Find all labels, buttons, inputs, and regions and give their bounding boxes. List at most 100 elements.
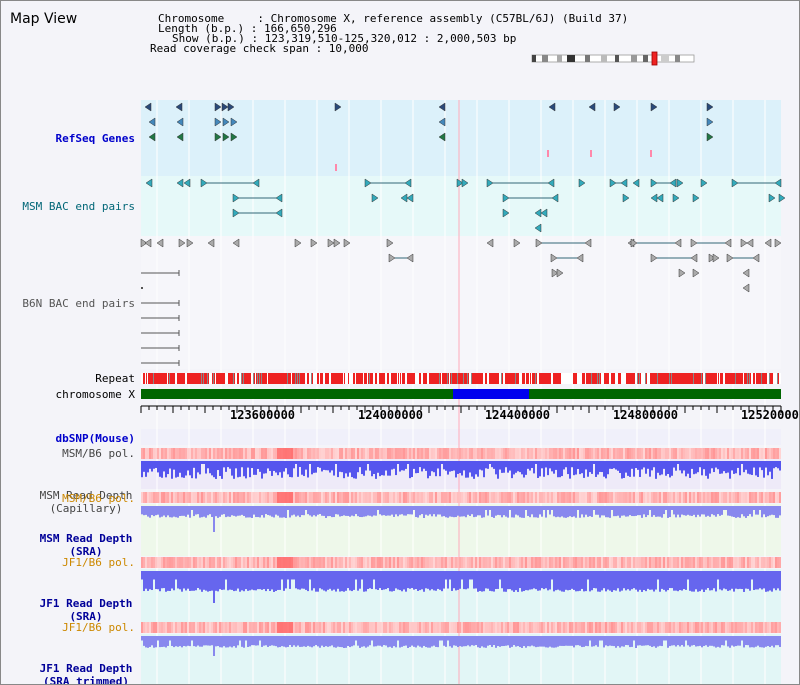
- track-label-dbsnp[interactable]: dbSNP(Mouse): [55, 432, 135, 445]
- jf1-b6-pol-heat-1: [141, 557, 781, 568]
- refseq-gene: [214, 117, 222, 127]
- msm-cap-depth-bars: [141, 461, 781, 479]
- chromosome-highlight: [453, 389, 529, 399]
- coverage-span-info: Read coverage check span : 10,000: [150, 42, 369, 55]
- refseq-gene: [227, 102, 235, 112]
- refseq-gene: [438, 132, 446, 142]
- refseq-gene: [175, 102, 183, 112]
- chromosome-position-marker: [651, 51, 658, 66]
- show-range-info: Show (b.p.) : 123,319,510-125,320,012 : …: [172, 32, 517, 45]
- refseq-gene: [650, 102, 658, 112]
- refseq-gene: [334, 102, 342, 112]
- msm-bac-end: [778, 193, 786, 203]
- msm-bac-end: [406, 193, 414, 203]
- axis-tick-label: 124800000: [613, 408, 679, 422]
- length-info: Length (b.p.) : 166,650,296: [158, 22, 337, 35]
- track-label-msm-bac[interactable]: MSM BAC end pairs: [22, 200, 135, 213]
- msm-bac-end: [700, 178, 708, 188]
- msm-b6-pol-heat-2: [141, 492, 781, 503]
- b6n-bac-end: [141, 287, 143, 289]
- b6n-bac-end: [551, 268, 559, 278]
- b6n-bac-end: [712, 253, 720, 263]
- msm-bac-end: [534, 223, 542, 233]
- track-label-msm-depth-sra[interactable]: MSM Read Depth (SRA): [39, 532, 133, 558]
- refseq-gene: [221, 102, 229, 112]
- b6n-bac-end: [327, 238, 335, 248]
- refseq-gene: [613, 102, 621, 112]
- msm-bac-end: [371, 193, 379, 203]
- track-label-chromosome: chromosome X: [55, 388, 135, 401]
- b6n-bac-end: [156, 238, 164, 248]
- b6n-bac-end: [774, 238, 782, 248]
- refseq-gene: [706, 102, 714, 112]
- refseq-gene: [214, 102, 222, 112]
- b6n-bac-end: [742, 268, 750, 278]
- track-label-jf1-depth-trim[interactable]: JF1 Read Depth (SRA trimmed): [39, 662, 133, 685]
- track-label-repeat[interactable]: Repeat: [95, 372, 135, 385]
- axis-tick-label: 124000000: [358, 408, 424, 422]
- b6n-bac-end: [310, 238, 318, 248]
- refseq-gene: [438, 102, 446, 112]
- track-label-refseq[interactable]: RefSeq Genes: [55, 132, 135, 145]
- refseq-gene: [588, 102, 596, 112]
- b6n-bac-end: [678, 268, 686, 278]
- refseq-track-bg: [141, 100, 781, 176]
- refseq-gene: [222, 132, 230, 142]
- msm-bac-end: [622, 193, 630, 203]
- msm-bac-end: [176, 178, 184, 188]
- track-label-msm-b6-pol-2[interactable]: MSM/B6 pol.: [62, 492, 135, 505]
- b6n-bac-end: [294, 238, 302, 248]
- refseq-gene: [144, 102, 152, 112]
- refseq-gene: [176, 132, 184, 142]
- refseq-gene: [438, 117, 446, 127]
- b6n-bac-track-bg: [141, 236, 781, 369]
- msm-bac-end: [672, 193, 680, 203]
- msm-sra-depth-bars: [141, 506, 781, 532]
- track-label-jf1-b6-pol-2[interactable]: JF1/B6 pol.: [62, 621, 135, 634]
- b6n-bac-end: [708, 253, 716, 263]
- refseq-gene: [650, 150, 652, 157]
- refseq-gene: [222, 117, 230, 127]
- b6n-bac-end: [232, 238, 240, 248]
- refseq-gene: [230, 117, 238, 127]
- refseq-gene: [214, 132, 222, 142]
- b6n-bac-end: [207, 238, 215, 248]
- dbsnp-track-bg: [141, 429, 781, 445]
- axis-tick-label: 124400000: [485, 408, 551, 422]
- track-label-msm-depth-cap[interactable]: MSM Read Depth (Capillary): [39, 489, 133, 515]
- refseq-gene: [148, 132, 156, 142]
- refseq-gene: [706, 132, 714, 142]
- jf1-sra-depth-bars: [141, 571, 781, 603]
- track-label-msm-b6-pol-1[interactable]: MSM/B6 pol.: [62, 447, 135, 460]
- msm-bac-end: [183, 178, 191, 188]
- msm-bac-end: [632, 178, 640, 188]
- refseq-gene: [706, 117, 714, 127]
- refseq-gene: [230, 132, 238, 142]
- b6n-bac-end: [343, 238, 351, 248]
- refseq-gene: [548, 102, 556, 112]
- track-label-jf1-b6-pol-1[interactable]: JF1/B6 pol.: [62, 556, 135, 569]
- chromosome-ideogram: [531, 54, 695, 63]
- msm-bac-end: [656, 193, 664, 203]
- track-label-jf1-depth-sra[interactable]: JF1 Read Depth (SRA): [39, 597, 133, 623]
- msm-bac-end: [676, 178, 684, 188]
- refseq-gene: [148, 117, 156, 127]
- jf1-trim-depth-bars: [141, 636, 781, 656]
- b6n-bac-end: [386, 238, 394, 248]
- refseq-gene: [176, 117, 184, 127]
- page-title: Map View: [10, 11, 78, 27]
- track-label-b6n-bac[interactable]: B6N BAC end pairs: [22, 297, 135, 310]
- jf1-b6-pol-heat-2: [141, 622, 781, 633]
- chromosome-info: Chromosome : Chromosome X, reference ass…: [158, 12, 629, 25]
- msm-bac-end: [145, 178, 153, 188]
- b6n-bac-end: [742, 283, 750, 293]
- msm-bac-end: [540, 208, 548, 218]
- msm-bac-end: [768, 193, 776, 203]
- b6n-bac-end: [186, 238, 194, 248]
- b6n-bac-end: [556, 268, 564, 278]
- msm-bac-track-bg: [141, 176, 781, 236]
- msm-bac-end: [502, 208, 510, 218]
- msm-bac-end: [578, 178, 586, 188]
